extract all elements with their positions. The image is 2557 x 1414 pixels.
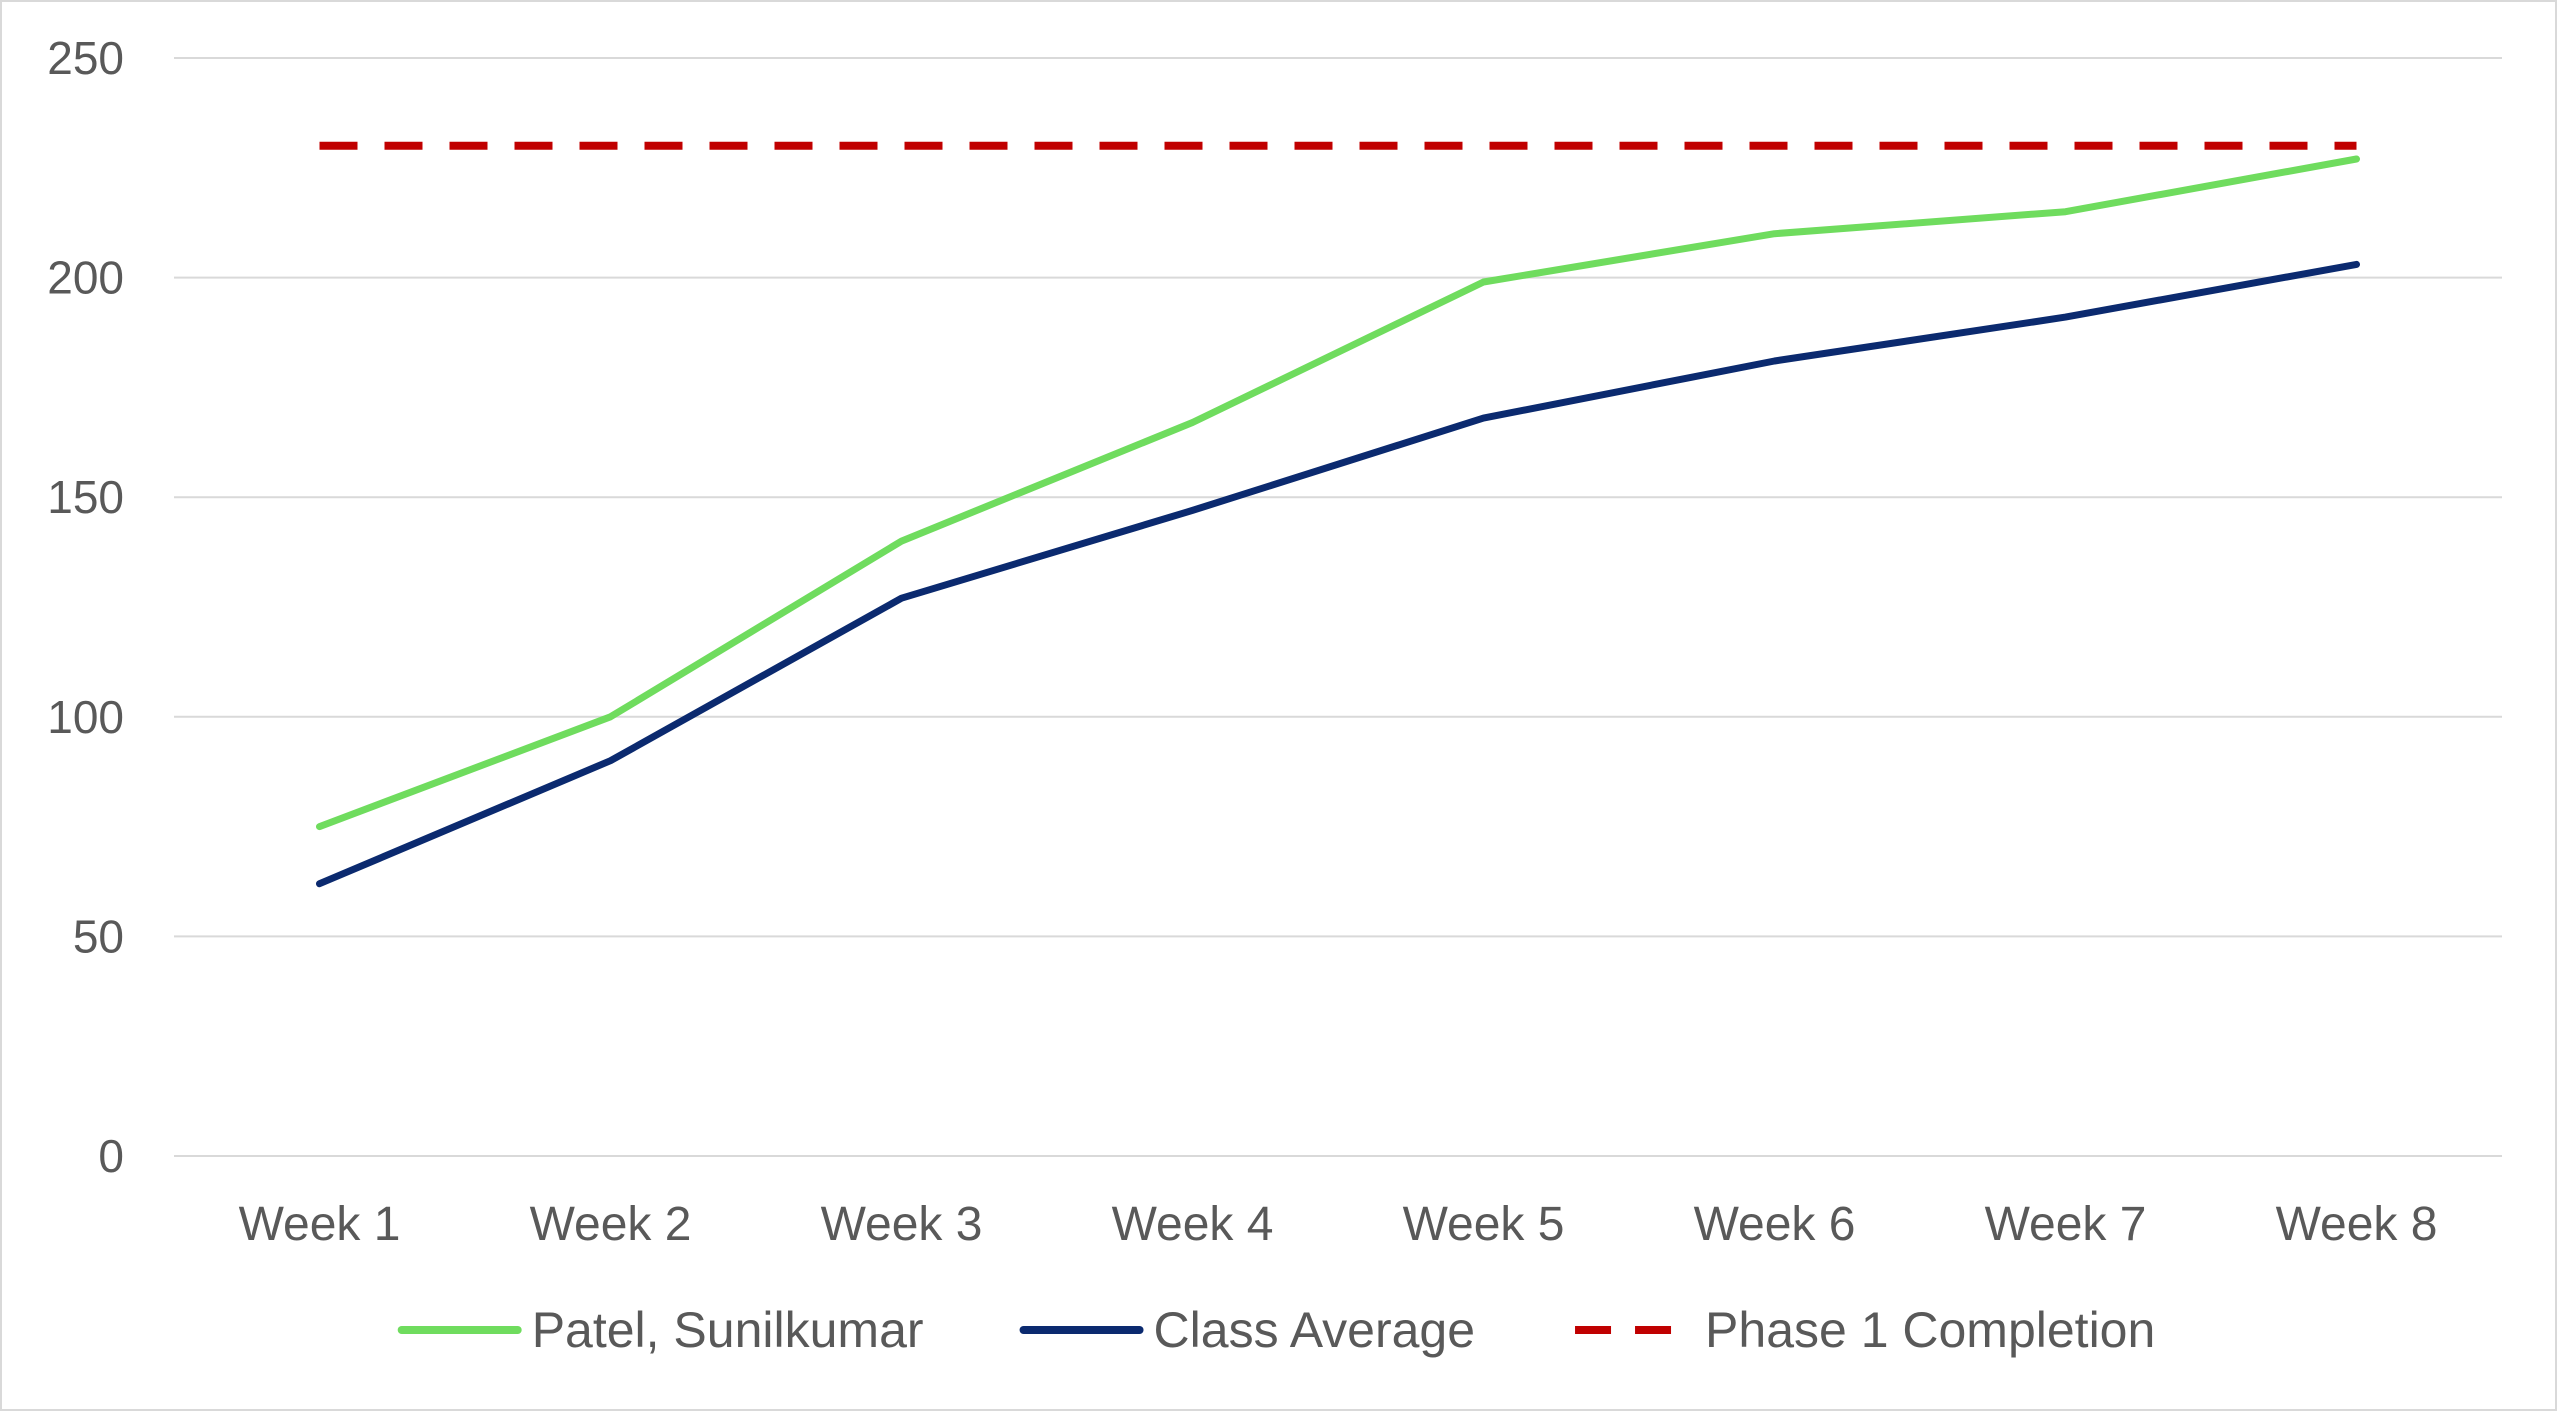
x-tick-label-week-6: Week 6	[1694, 1198, 1856, 1251]
gridlines	[174, 57, 2502, 1157]
y-tick-label-0: 0	[98, 1130, 124, 1182]
series-lines	[316, 141, 2360, 888]
y-axis-tick-labels: 0 50 100 150 200 250	[47, 32, 124, 1182]
y-tick-label-50: 50	[73, 910, 124, 962]
series-line-class-average	[316, 260, 2360, 888]
series-line-patel-sunilkumar	[316, 155, 2360, 831]
x-tick-label-week-7: Week 7	[1985, 1198, 2147, 1251]
x-tick-label-week-8: Week 8	[2276, 1198, 2438, 1251]
legend: Patel, Sunilkumar Class Average Phase 1 Co…	[397, 1302, 2155, 1358]
y-tick-label-200: 200	[47, 252, 124, 304]
x-tick-label-week-3: Week 3	[821, 1198, 983, 1251]
legend-label-patel-sunilkumar: Patel, Sunilkumar	[532, 1302, 924, 1358]
y-tick-label-100: 100	[47, 691, 124, 743]
legend-label-class-average: Class Average	[1154, 1302, 1475, 1358]
x-tick-label-week-2: Week 2	[530, 1198, 692, 1251]
x-tick-label-week-5: Week 5	[1403, 1198, 1565, 1251]
y-tick-label-150: 150	[47, 471, 124, 523]
legend-label-phase-1-completion: Phase 1 Completion	[1705, 1302, 2155, 1358]
x-axis-tick-labels: Week 1 Week 2 Week 3 Week 4 Week 5 Week 6 Week…	[239, 1198, 2438, 1251]
x-tick-label-week-4: Week 4	[1112, 1198, 1274, 1251]
y-tick-label-250: 250	[47, 32, 124, 84]
x-tick-label-week-1: Week 1	[239, 1198, 401, 1251]
